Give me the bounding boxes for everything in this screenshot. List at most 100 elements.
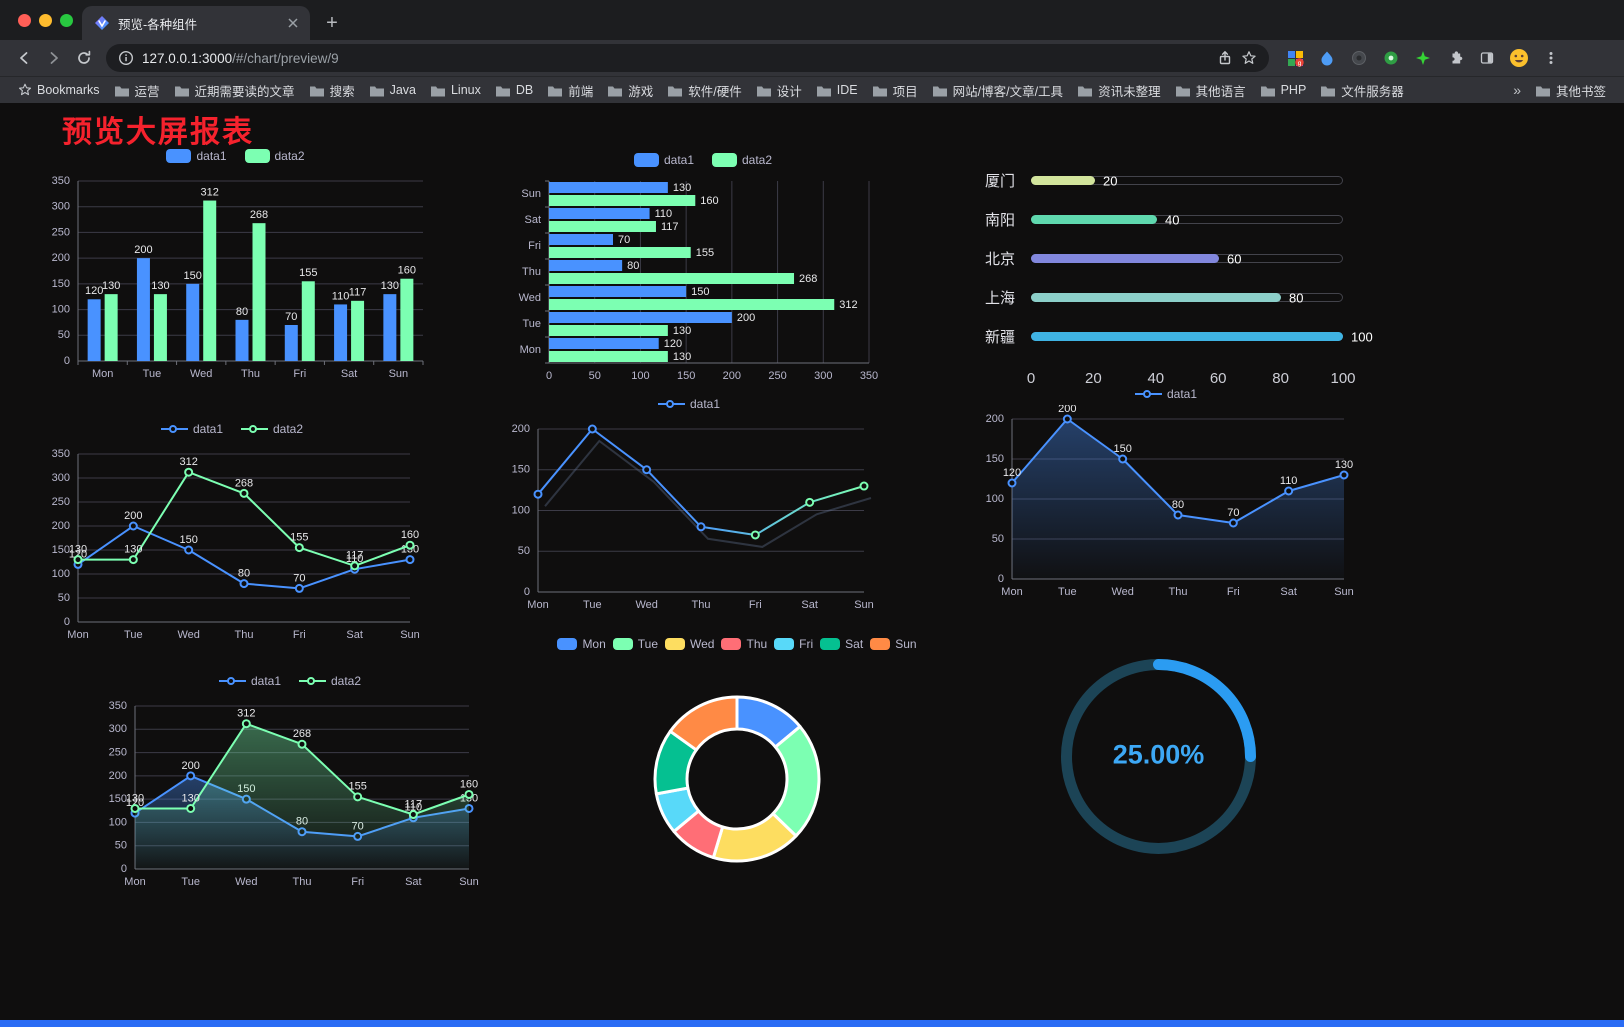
svg-text:117: 117 bbox=[661, 221, 679, 233]
url-path: /#/chart/preview/9 bbox=[232, 50, 339, 66]
bookmark-item[interactable]: 运营 bbox=[108, 79, 166, 102]
svg-text:110: 110 bbox=[655, 208, 673, 220]
svg-text:130: 130 bbox=[126, 792, 144, 804]
address-bar[interactable]: 127.0.0.1:3000/#/chart/preview/9 bbox=[106, 44, 1269, 72]
legend-item[interactable]: data2 bbox=[241, 422, 303, 436]
svg-text:130: 130 bbox=[181, 792, 199, 804]
bookmark-item[interactable]: 其他语言 bbox=[1169, 79, 1252, 102]
bookmark-item[interactable]: 游戏 bbox=[601, 79, 659, 102]
progress-fill bbox=[1031, 293, 1281, 302]
extension-colorful-icon[interactable]: g bbox=[1281, 44, 1309, 72]
bookmarks-root[interactable]: Bookmarks bbox=[12, 81, 106, 99]
bookmark-item[interactable]: 项目 bbox=[866, 79, 924, 102]
bookmark-item[interactable]: Linux bbox=[424, 81, 487, 99]
svg-text:312: 312 bbox=[839, 299, 857, 311]
bookmark-star-icon[interactable] bbox=[1241, 50, 1257, 66]
legend-marker bbox=[166, 149, 192, 163]
bookmark-item[interactable]: 前端 bbox=[541, 79, 599, 102]
line-chart-canvas: 0 50 100 150 200 Mon Tue Wed Thu Fri Sat Sun bbox=[512, 423, 874, 611]
gauge-chart: 25.00% bbox=[1036, 639, 1281, 874]
other-bookmarks[interactable]: 其他书签 bbox=[1529, 79, 1612, 102]
legend-item[interactable]: data1 bbox=[633, 153, 694, 167]
close-button[interactable] bbox=[18, 14, 31, 27]
legend-item[interactable]: Fri bbox=[774, 637, 813, 651]
bookmarks-overflow-button[interactable]: » bbox=[1513, 82, 1521, 98]
progress-value: 20 bbox=[1103, 173, 1118, 188]
bookmark-item[interactable]: DB bbox=[489, 81, 539, 99]
svg-text:Thu: Thu bbox=[1169, 586, 1188, 598]
legend-item[interactable]: Thu bbox=[721, 637, 767, 651]
back-button[interactable] bbox=[10, 44, 38, 72]
grouped-bar-chart: data1 data2 0 50 100 150 200 250 300 350 Mon Tue Wed… bbox=[38, 145, 433, 387]
bookmark-item[interactable]: 资讯未整理 bbox=[1071, 79, 1167, 102]
bottom-accent-bar bbox=[0, 1020, 1624, 1027]
progress-label: 新疆 bbox=[985, 329, 1016, 346]
legend-item[interactable]: Mon bbox=[557, 637, 606, 651]
profile-avatar[interactable] bbox=[1505, 44, 1533, 72]
svg-text:0: 0 bbox=[121, 863, 127, 875]
legend-item[interactable]: Tue bbox=[612, 637, 658, 651]
legend-item[interactable]: data1 bbox=[160, 422, 223, 436]
legend-item[interactable]: data2 bbox=[712, 153, 772, 167]
bookmark-item[interactable]: 软件/硬件 bbox=[661, 79, 747, 102]
legend-item[interactable]: data2 bbox=[244, 149, 305, 163]
legend-item[interactable]: Sat bbox=[820, 637, 863, 651]
svg-text:200: 200 bbox=[986, 413, 1004, 425]
folder-icon bbox=[932, 84, 948, 97]
extension-green-icon[interactable] bbox=[1377, 44, 1405, 72]
legend-item[interactable]: data1 bbox=[657, 397, 720, 411]
progress-track: 60 bbox=[1031, 251, 1343, 266]
svg-text:50: 50 bbox=[518, 545, 530, 557]
menu-kebab-icon[interactable] bbox=[1537, 44, 1565, 72]
svg-text:150: 150 bbox=[52, 278, 70, 290]
gauge-chart-canvas: 25.00% bbox=[1061, 659, 1256, 854]
svg-text:Thu: Thu bbox=[293, 876, 312, 888]
extension-dark-icon[interactable] bbox=[1345, 44, 1373, 72]
forward-button[interactable] bbox=[40, 44, 68, 72]
folder-icon bbox=[309, 84, 325, 97]
page-info-icon[interactable] bbox=[118, 50, 134, 66]
legend-item[interactable]: data1 bbox=[166, 149, 227, 163]
share-icon[interactable] bbox=[1217, 50, 1233, 66]
reload-button[interactable] bbox=[70, 44, 98, 72]
svg-text:Mon: Mon bbox=[92, 368, 113, 380]
svg-text:268: 268 bbox=[250, 209, 268, 221]
toolbar-extensions: g bbox=[1281, 44, 1565, 72]
svg-text:Thu: Thu bbox=[522, 266, 541, 278]
legend-item[interactable]: Sun bbox=[870, 637, 917, 651]
bookmark-item[interactable]: Java bbox=[363, 81, 422, 99]
svg-text:Sat: Sat bbox=[346, 629, 363, 641]
legend-marker bbox=[244, 149, 270, 163]
new-tab-button[interactable]: + bbox=[326, 11, 338, 34]
progress-fill bbox=[1031, 176, 1095, 185]
bookmark-item[interactable]: PHP bbox=[1254, 81, 1313, 99]
svg-text:200: 200 bbox=[723, 370, 741, 382]
bookmark-item[interactable]: 设计 bbox=[750, 79, 808, 102]
bookmark-item[interactable]: 网站/博客/文章/工具 bbox=[926, 79, 1069, 102]
side-panel-icon[interactable] bbox=[1473, 44, 1501, 72]
legend-item[interactable]: data1 bbox=[1134, 387, 1197, 401]
svg-text:100: 100 bbox=[52, 568, 70, 580]
svg-text:g: g bbox=[1297, 59, 1301, 66]
minimize-button[interactable] bbox=[39, 14, 52, 27]
bookmark-item[interactable]: 近期需要读的文章 bbox=[168, 79, 301, 102]
browser-tab[interactable]: 预览-各种组件 bbox=[82, 6, 310, 40]
bookmark-item[interactable]: IDE bbox=[810, 81, 864, 99]
bookmark-item[interactable]: 文件服务器 bbox=[1314, 79, 1410, 102]
svg-text:120: 120 bbox=[664, 338, 682, 350]
svg-text:0: 0 bbox=[64, 355, 70, 367]
bookmark-item[interactable]: 搜索 bbox=[303, 79, 361, 102]
tab-close-icon[interactable] bbox=[284, 14, 302, 32]
svg-text:110: 110 bbox=[1280, 475, 1298, 487]
svg-text:Tue: Tue bbox=[522, 318, 541, 330]
svg-text:Thu: Thu bbox=[692, 599, 711, 611]
svg-text:50: 50 bbox=[58, 592, 70, 604]
extensions-puzzle-icon[interactable] bbox=[1441, 44, 1469, 72]
legend-item[interactable]: data2 bbox=[299, 674, 361, 688]
zoom-button[interactable] bbox=[60, 14, 73, 27]
legend-item[interactable]: data1 bbox=[218, 674, 281, 688]
extension-blue-pin-icon[interactable] bbox=[1313, 44, 1341, 72]
legend-item[interactable]: Wed bbox=[665, 637, 714, 651]
extension-green-star-icon[interactable] bbox=[1409, 44, 1437, 72]
svg-text:120: 120 bbox=[85, 285, 103, 297]
